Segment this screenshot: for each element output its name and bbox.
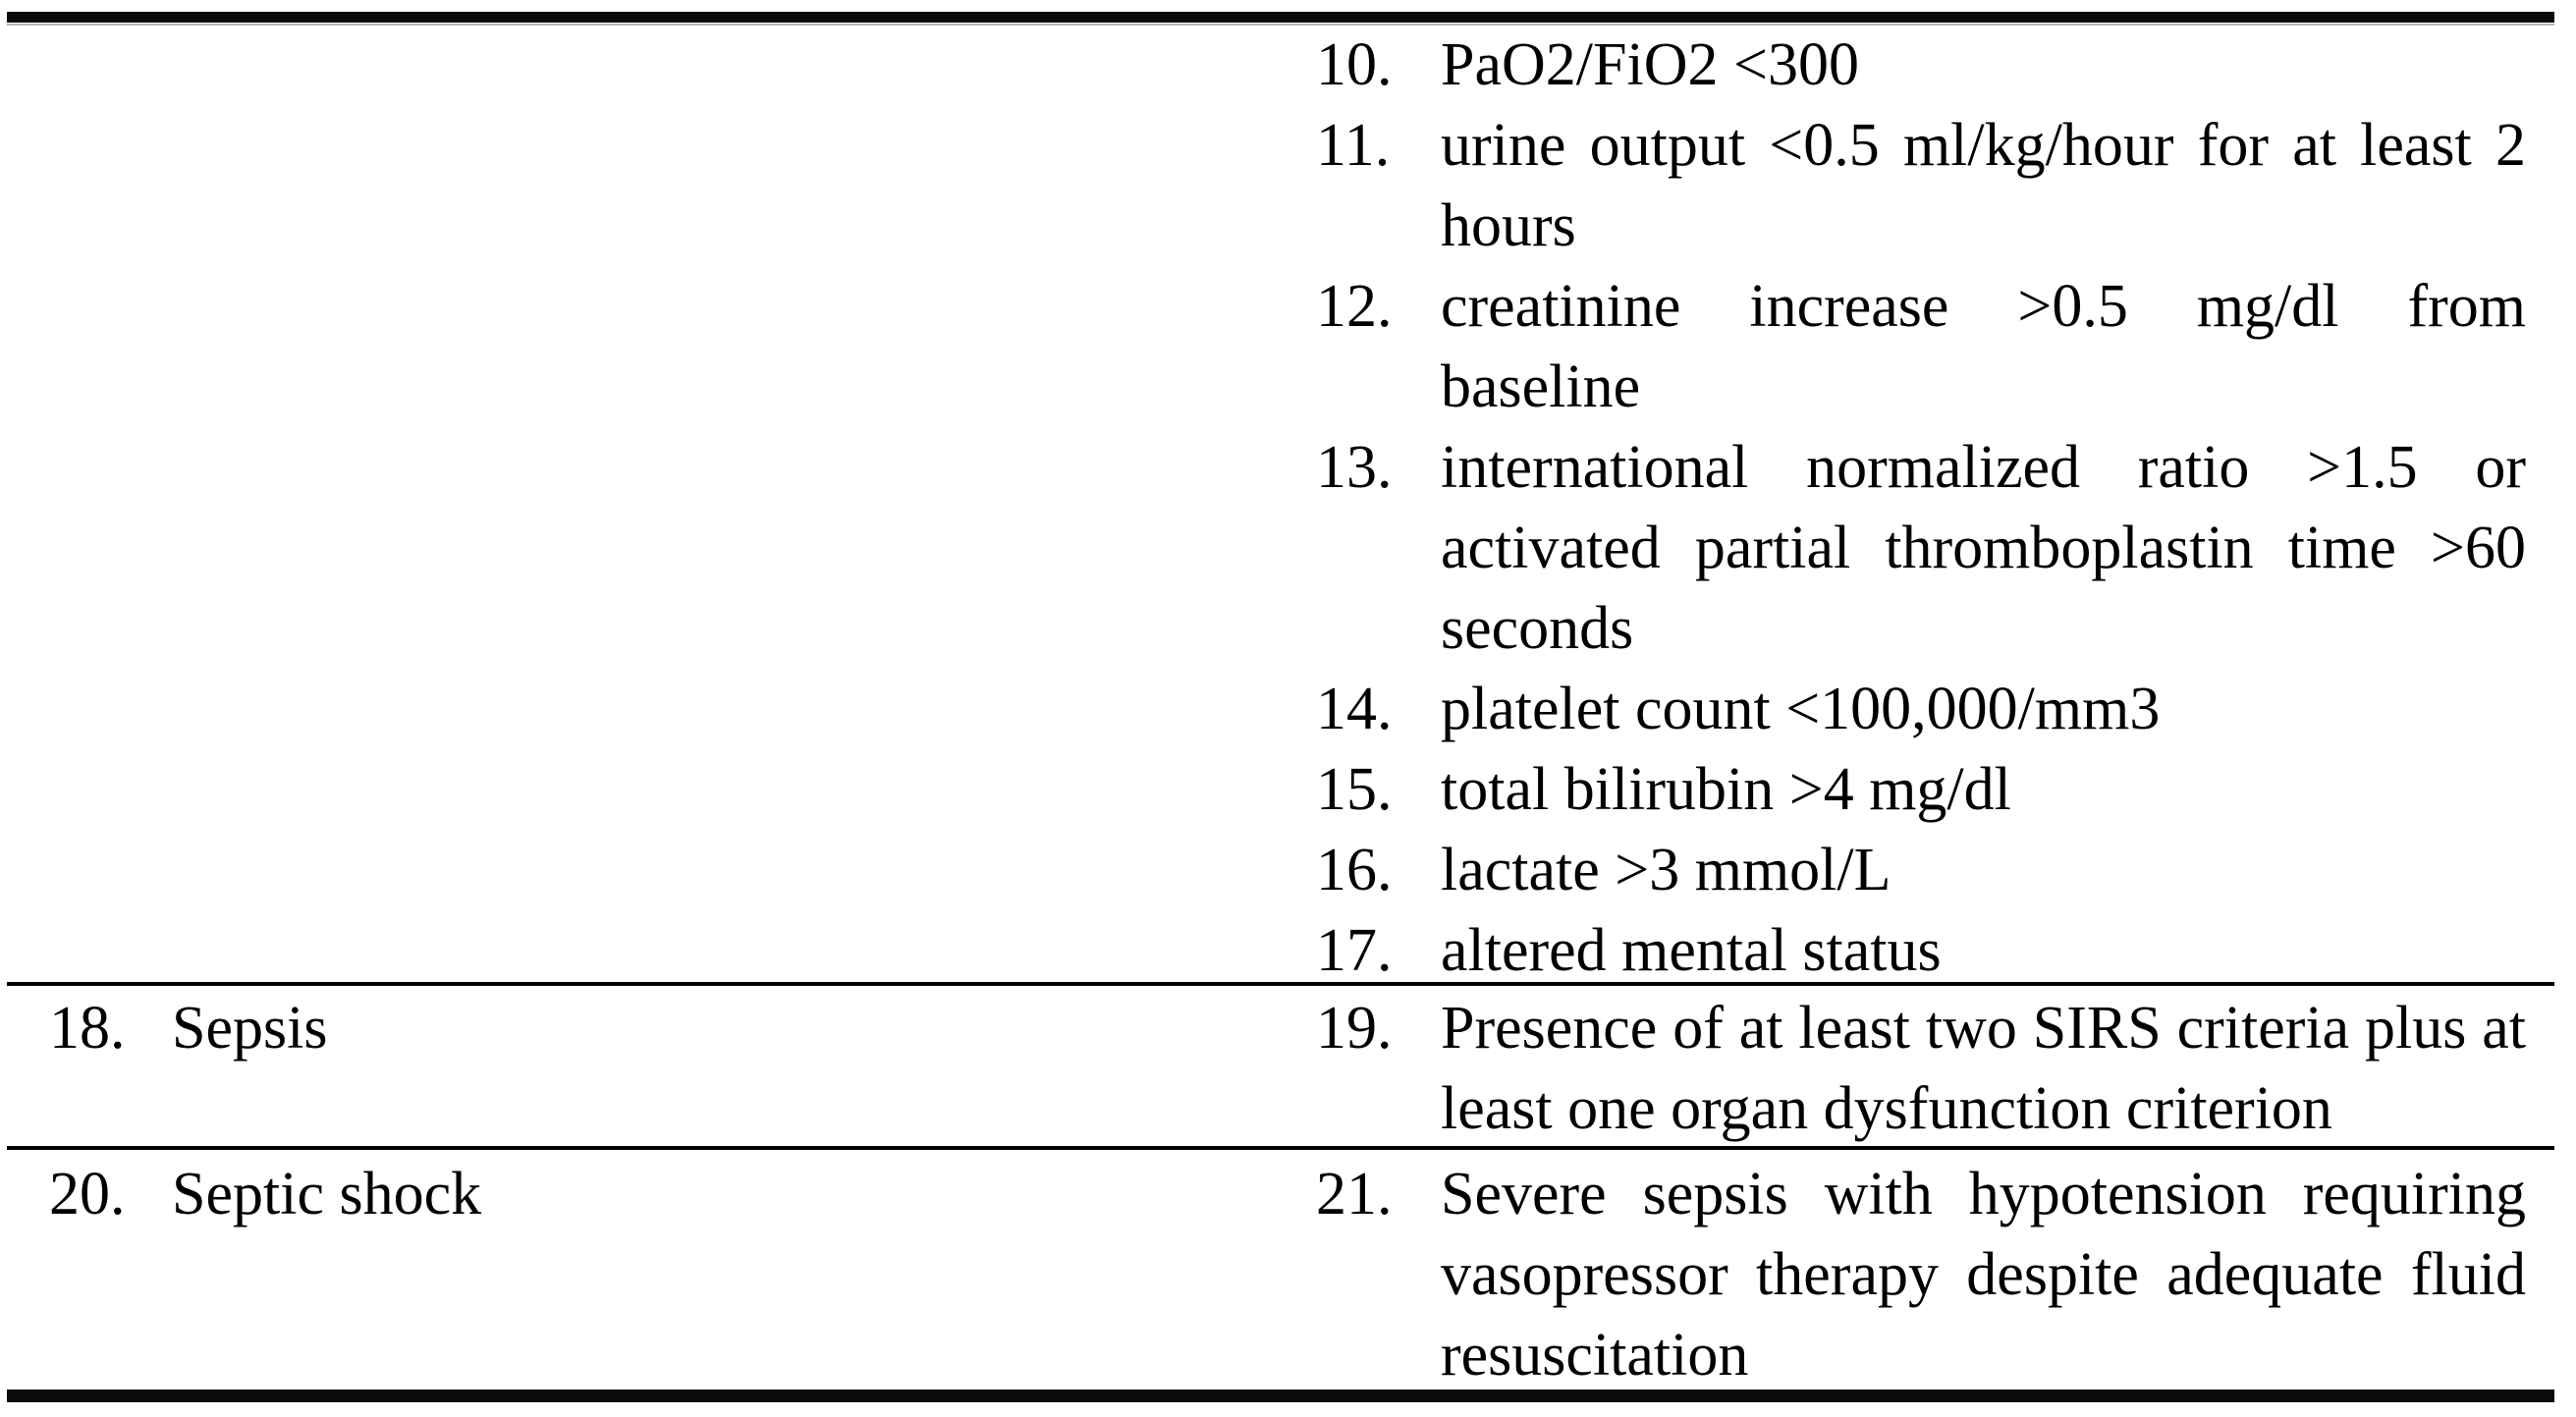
criteria-item: 13. international normalized ratio >1.5 o… (1316, 427, 2526, 669)
criteria-item: 14. platelet count <100,000/mm3 (1316, 669, 2526, 749)
item-text-line: international normalized ratio >1.5 or (1441, 434, 2526, 501)
item-text-line: Severe sepsis with hypotension requiring (1441, 1161, 2526, 1227)
item-number: 10. (1316, 31, 1393, 98)
criteria-item: 15. total bilirubin >4 mg/dl (1316, 749, 2526, 830)
item-text-line: Septic shock (172, 1161, 482, 1227)
right-column-cell: 19. Presence of at least two SIRS criteri… (1316, 988, 2526, 1149)
item-text: Septic shock (172, 1154, 1252, 1234)
criteria-item: 18. Sepsis (49, 988, 1267, 1068)
item-number: 16. (1316, 837, 1393, 903)
item-number: 19. (1316, 995, 1393, 1062)
item-text: Severe sepsis with hypotension requiring… (1441, 1154, 2526, 1395)
right-column-cell: 21. Severe sepsis with hypotension requir… (1316, 1154, 2526, 1395)
table-row-section: 18. Sepsis 19. Presence of at least two SIR… (7, 982, 2554, 1146)
item-text: Presence of at least two SIRS criteria p… (1441, 988, 2526, 1149)
criteria-item: 17. altered mental status (1316, 910, 2526, 991)
item-text-line: vasopressor therapy despite adequate flu… (1441, 1241, 2526, 1308)
left-column-cell: 20. Septic shock (49, 1154, 1267, 1234)
item-number: 12. (1316, 273, 1393, 340)
item-text-line: lactate >3 mmol/L (1441, 837, 1891, 903)
item-text: Sepsis (172, 988, 1252, 1068)
item-text-line: resuscitation (1441, 1322, 1749, 1389)
item-text-line: urine output <0.5 ml/kg/hour for at leas… (1441, 112, 2526, 179)
left-column-cell: 18. Sepsis (49, 988, 1267, 1068)
item-number: 14. (1316, 676, 1393, 742)
item-text: total bilirubin >4 mg/dl (1441, 749, 2526, 830)
item-number: 21. (1316, 1161, 1393, 1227)
item-text: PaO2/FiO2 <300 (1441, 25, 2526, 105)
criteria-item: 10. PaO2/FiO2 <300 (1316, 25, 2526, 105)
item-text-line: baseline (1441, 354, 1641, 420)
item-text-line: Sepsis (172, 995, 328, 1062)
criteria-item: 16. lactate >3 mmol/L (1316, 830, 2526, 910)
item-number: 11. (1316, 112, 1391, 179)
item-text: platelet count <100,000/mm3 (1441, 669, 2526, 749)
item-text-line: platelet count <100,000/mm3 (1441, 676, 2161, 742)
item-text-line: hours (1441, 192, 1576, 259)
item-number: 20. (49, 1161, 126, 1227)
item-number: 15. (1316, 756, 1393, 823)
item-text-line: seconds (1441, 595, 1634, 662)
item-text-line: creatinine increase >0.5 mg/dl from (1441, 273, 2526, 340)
item-text-line: activated partial thromboplastin time >6… (1441, 515, 2526, 581)
criteria-item: 11. urine output <0.5 ml/kg/hour for at l… (1316, 105, 2526, 266)
item-text: altered mental status (1441, 910, 2526, 991)
sepsis-criteria-table: 10. PaO2/FiO2 <300 11. urine output <0.5 ml… (7, 12, 2554, 1402)
criteria-item: 21. Severe sepsis with hypotension requir… (1316, 1154, 2526, 1395)
table-row-section: 10. PaO2/FiO2 <300 11. urine output <0.5 ml… (7, 23, 2554, 984)
item-text-line: altered mental status (1441, 917, 1942, 984)
item-text: international normalized ratio >1.5 or ac… (1441, 427, 2526, 669)
criteria-item: 12. creatinine increase >0.5 mg/dl from ba… (1316, 266, 2526, 427)
item-text: lactate >3 mmol/L (1441, 830, 2526, 910)
criteria-item: 19. Presence of at least two SIRS criteri… (1316, 988, 2526, 1149)
item-number: 18. (49, 995, 126, 1062)
right-column-cell: 10. PaO2/FiO2 <300 11. urine output <0.5 ml… (1316, 25, 2526, 991)
item-number: 13. (1316, 434, 1393, 501)
criteria-item: 20. Septic shock (49, 1154, 1267, 1234)
table-row-section: 20. Septic shock 21. Severe sepsis with hyp… (7, 1146, 2554, 1390)
item-text-line: PaO2/FiO2 <300 (1441, 31, 1859, 98)
item-text: urine output <0.5 ml/kg/hour for at leas… (1441, 105, 2526, 266)
item-number: 17. (1316, 917, 1393, 984)
item-text: creatinine increase >0.5 mg/dl from basel… (1441, 266, 2526, 427)
item-text-line: Presence of at least two SIRS criteria p… (1441, 995, 2526, 1062)
item-text-line: total bilirubin >4 mg/dl (1441, 756, 2011, 823)
item-text-line: least one organ dysfunction criterion (1441, 1075, 2332, 1142)
